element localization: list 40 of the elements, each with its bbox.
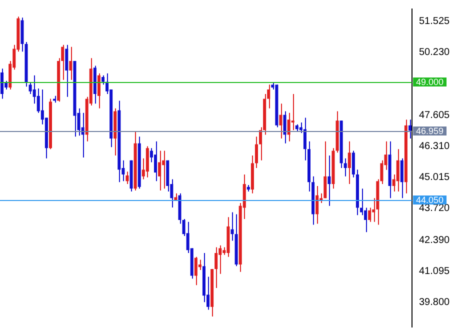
candlestick: [162, 150, 166, 190]
y-tick-label: 50.230: [419, 47, 450, 58]
candlestick: [368, 207, 372, 222]
ref-line-label: 49.000: [416, 76, 444, 87]
y-tick-label: 45.015: [419, 172, 450, 183]
candlestick: [97, 72, 100, 109]
candlestick: [28, 82, 32, 95]
candlestick: [214, 246, 218, 288]
y-tick-label: 46.310: [419, 140, 450, 152]
y-tick-label: 47.605: [419, 110, 450, 121]
y-tick-label: 42.390: [419, 234, 450, 246]
ref-line-label: 44.050: [416, 194, 444, 205]
candlestick: [352, 150, 355, 178]
candlestick: [396, 148, 400, 192]
candlestick: [69, 46, 72, 80]
candlestick: [408, 119, 412, 140]
candlestick: [283, 110, 286, 144]
candlestick: [126, 171, 129, 185]
candlestick: [324, 140, 327, 199]
candlestick: [344, 158, 347, 177]
candlestick: [287, 112, 290, 142]
candlestick: [360, 188, 364, 216]
y-tick-label: 39.800: [419, 296, 450, 308]
candlestick: [154, 140, 158, 182]
candlestick: [328, 155, 331, 206]
candlestick: [0, 68, 4, 100]
candlestick: [291, 94, 294, 131]
candlestick: [146, 146, 149, 178]
y-tick-label: 41.095: [419, 266, 450, 277]
candlestick: [158, 150, 162, 192]
candlestick: [65, 44, 68, 98]
candlestick: [254, 136, 258, 168]
candlestick: [194, 256, 198, 286]
ref-line-label: 46.959: [416, 126, 444, 136]
candlestick: [279, 103, 282, 140]
candlestick: [230, 212, 234, 242]
y-tick-label: 51.525: [419, 16, 450, 28]
candlestick: [316, 185, 319, 224]
candlestick: [400, 158, 404, 199]
candlestick: [348, 140, 351, 185]
